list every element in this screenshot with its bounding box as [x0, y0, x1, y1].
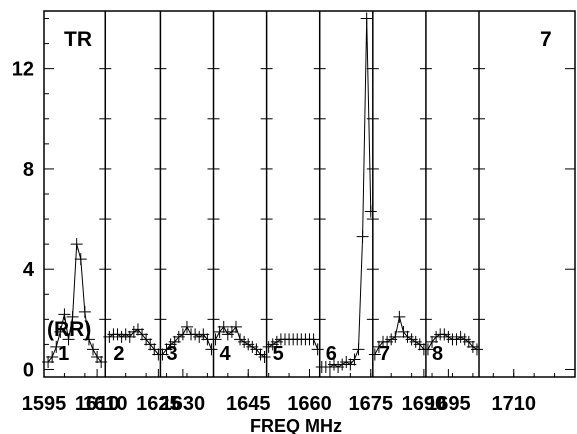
x-tick-label: 1675 [349, 393, 394, 415]
panel-7-point [389, 330, 402, 343]
annotation-7: 7 [540, 28, 552, 51]
panel-6-point [352, 343, 365, 356]
panel-6-point [364, 205, 377, 218]
panel-labels: 1 2 3 4 5 6 7 8 [58, 343, 443, 365]
y-tick-label: 0 [23, 359, 34, 381]
x-tick-label: 1710 [491, 393, 536, 415]
x-tick-label: 1610 [83, 393, 128, 415]
panel-dividers [99, 11, 486, 377]
x-tick-label: 1690 [402, 393, 447, 415]
plot-frame [43, 10, 576, 378]
x-tick-label: 1610 [75, 393, 120, 415]
annotation-tr: TR [64, 28, 92, 51]
panel-1-point [82, 333, 95, 346]
panel-6-point [356, 230, 369, 243]
panel-7-point [393, 310, 406, 323]
panel-3-point [205, 343, 218, 356]
panel-8-point [421, 343, 434, 356]
panel-1-point [95, 355, 108, 368]
panel-1-point [66, 310, 79, 323]
x-tick-label: 1625 [136, 393, 181, 415]
panel-4-point [209, 333, 222, 346]
panel-label-3: 3 [166, 343, 177, 365]
y-tick-label: 12 [12, 59, 34, 81]
panel-6-point [348, 353, 361, 366]
panel-label-7: 7 [379, 343, 390, 365]
panel-1-point [74, 253, 87, 266]
annotation-rr: (RR) [47, 318, 91, 341]
panel-5-point [311, 343, 324, 356]
panel-4-point [217, 320, 230, 333]
panel-1-point [78, 305, 91, 318]
panel-6-point [360, 12, 373, 25]
panel-label-4: 4 [220, 343, 232, 365]
y-tick-label: 4 [23, 259, 35, 281]
panel-7-point [368, 348, 381, 361]
panel-5-point [307, 333, 320, 346]
panel-label-5: 5 [273, 343, 284, 365]
panel-label-1: 1 [58, 343, 69, 365]
y-tick-label: 8 [23, 159, 34, 181]
x-tick-label: 1645 [226, 393, 271, 415]
panel-1-point [62, 333, 75, 346]
x-tick-label: 1660 [287, 393, 332, 415]
x-tick-label: 1595 [22, 393, 67, 415]
panel-1-point [70, 238, 83, 251]
x-axis-title: FREQ MHz [250, 416, 342, 434]
x-tick-label: 1630 [161, 393, 206, 415]
panel-1-point [54, 325, 67, 338]
panel-1-point [50, 340, 63, 353]
panel-1-point [46, 350, 59, 363]
panel-1-point [58, 308, 71, 321]
panel-8-point [470, 343, 483, 356]
panel-6-line [321, 18, 372, 368]
panel-label-2: 2 [113, 343, 124, 365]
panel-1-line [47, 243, 102, 363]
panel-4-point [258, 350, 271, 363]
panel-label-8: 8 [432, 343, 443, 365]
x-tick-label: 1695 [426, 393, 471, 415]
panel-4-point [229, 320, 242, 333]
panel-series [42, 12, 483, 373]
panel-3-point [180, 320, 193, 333]
panel-1-point [87, 343, 100, 356]
panel-label-6: 6 [326, 343, 337, 365]
